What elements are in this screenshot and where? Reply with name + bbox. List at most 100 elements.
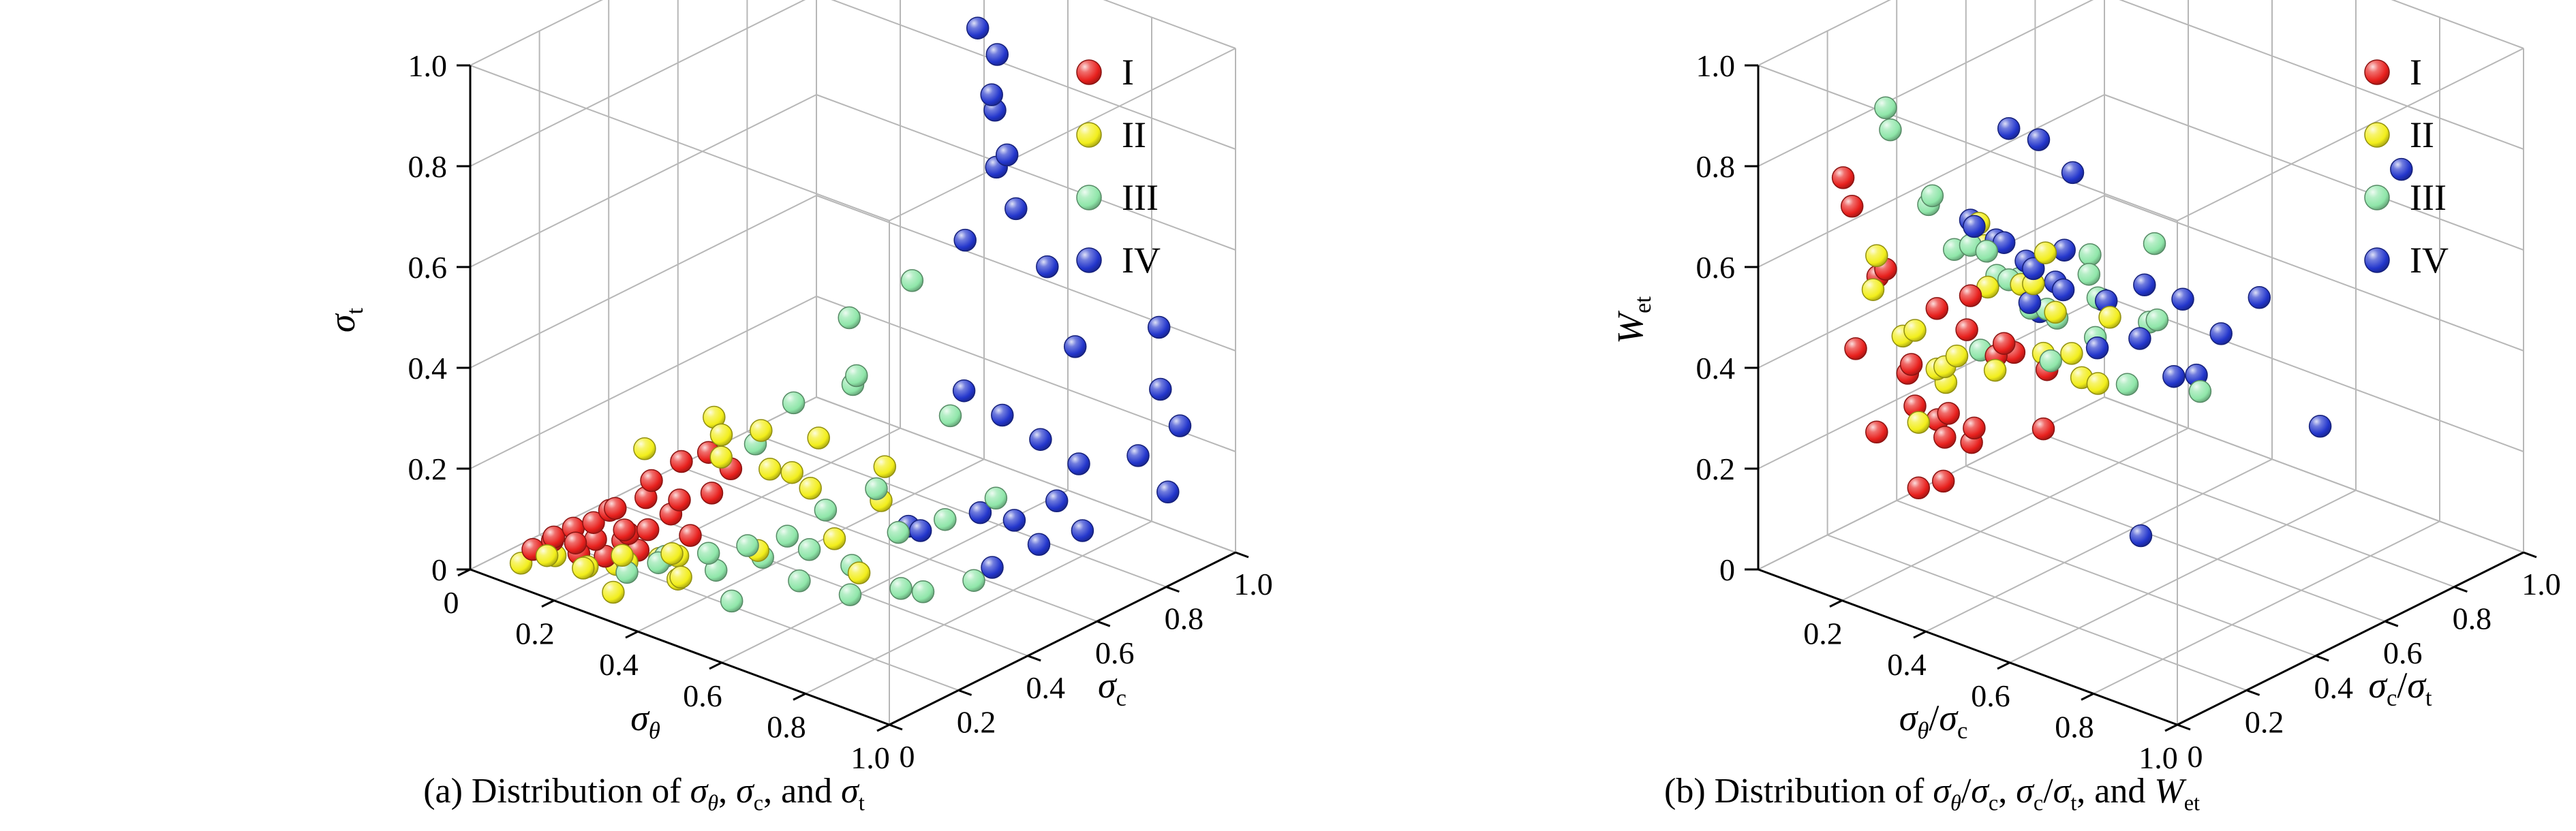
y-tick [1235,551,1249,559]
legend-label: IV [2410,240,2449,281]
caption-segment: , [718,772,737,811]
data-point-III [2143,232,2166,255]
z-tick-label: 0 [1719,552,1735,587]
data-point-III [2079,243,2102,266]
grid-line [1103,0,1236,49]
data-point-II [823,527,846,550]
data-point-II [750,419,773,442]
data-point-II [709,445,733,469]
data-point-IV [2248,286,2271,309]
x-tick-label: 0.8 [767,709,806,744]
y-tick [2385,620,2399,627]
data-point-IV [991,403,1014,427]
legend-dot [1076,59,1102,85]
grid-line [2104,195,2524,351]
data-point-II [660,542,684,565]
data-point-IV [1067,452,1090,475]
data-point-I [613,518,636,542]
data-point-III [838,583,862,606]
grid-line [1758,0,1892,66]
z-tick-label: 1.0 [1696,48,1736,83]
grid-line [2391,0,2524,49]
x-tick [1913,630,1927,639]
data-point-II [709,423,733,447]
y-axis-label: σc [1098,665,1126,711]
grid-line [816,94,1236,251]
y-tick [958,689,972,696]
data-point-II [807,426,830,450]
data-point-IV [1168,414,1192,437]
y-tick [889,723,903,731]
caption-segment: c [753,790,764,815]
data-points [1831,96,2413,548]
caption-segment: , [1998,772,2017,811]
data-point-III [865,477,888,501]
data-point-III [934,507,957,531]
y-tick-label: 0.6 [1095,636,1135,670]
data-point-II [780,460,803,484]
data-point-IV [2022,257,2045,281]
panel-b: 0 0.2 0.4 0.6 0.8 1.0 0.2 0.4 0.6 0.8 1.0 0 0.2 0.4 0.… [1288,0,2576,831]
x-axis-line [470,568,890,726]
y-tick-label: 0.4 [2314,670,2353,705]
data-point-II [1907,411,1931,434]
data-point-III [938,404,962,428]
caption-segment: c [2033,790,2044,815]
data-point-I [1844,337,1867,360]
data-point-I [2031,417,2055,441]
data-point-IV [2018,291,2042,315]
caption-segment: (a) Distribution of [423,772,690,811]
x-tick [625,630,639,639]
x-tick-label: 0 [444,585,459,620]
data-point-II [669,565,692,589]
data-point-IV [985,43,1009,66]
grid [1758,0,2524,725]
x-tick [541,599,555,608]
x-tick [709,661,722,670]
data-point-I [1840,195,1864,218]
data-point-III [814,499,838,522]
data-point-I [1899,353,1923,376]
z-tick-label: 0.4 [1696,351,1736,386]
data-point-IV [2027,128,2051,151]
y-tick [1165,586,1180,593]
caption-segment: / [2043,772,2053,811]
data-point-III [889,577,913,600]
grid-line [1925,458,2273,633]
data-points [509,16,1192,613]
y-axis-label: σc/σt [2368,665,2432,711]
y-tick [1027,655,1041,662]
legend-label: II [1122,114,1146,155]
data-point-IV [995,143,1019,167]
axes: 0 0.2 0.4 0.6 0.8 1.0 0 0.2 0.4 0.6 0.8 1.0 0 0.2 0.4 0… [408,48,1273,775]
x-tick-label: 0.6 [1971,678,2010,713]
data-point-II [535,544,559,567]
data-point-I [1865,420,1888,444]
data-point-III [782,391,806,415]
caption-segment: σ [841,772,859,811]
x-tick-label: 0.2 [1803,616,1843,651]
data-point-III [1874,96,1897,120]
scatter3d-chart-a: 0 0.2 0.4 0.6 0.8 1.0 0 0.2 0.4 0.6 0.8 1.0 0 0.2 0.4 0… [322,0,1273,775]
box-edge [889,48,1236,221]
data-point-I [668,488,691,512]
data-point-IV [953,228,977,252]
y-tick-label: 0.2 [957,704,996,739]
legend-dot [2364,59,2390,85]
legend-label: I [1122,52,1134,93]
y-tick-label: 0.6 [2383,636,2423,670]
data-point-I [1933,426,1957,449]
z-tick-label: 1.0 [408,48,448,83]
data-point-II [1903,319,1927,342]
data-point-I [582,511,605,534]
grid-line [608,499,1028,657]
x-axis-label: σθ/σc [1899,697,1968,744]
data-point-IV [1997,116,2021,140]
data-point-I [1907,476,1931,500]
legend-label: III [2410,177,2447,218]
grid-line [747,430,1167,588]
data-point-I [1937,402,1960,425]
data-point-III [2039,349,2062,373]
box-edge [1758,65,2178,221]
grid-line [2104,396,2524,553]
